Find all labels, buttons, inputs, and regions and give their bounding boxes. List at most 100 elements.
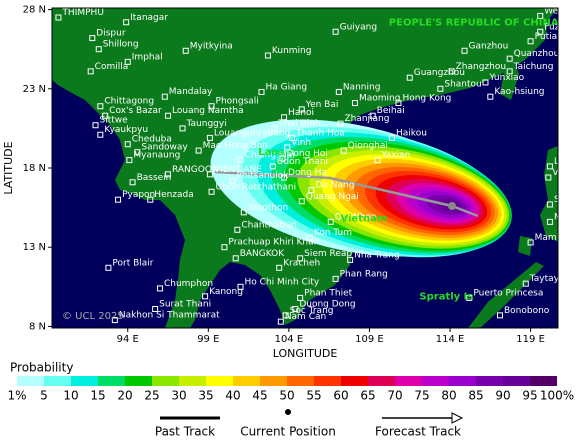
- place-marker: [292, 305, 299, 312]
- place-label: Sittwe: [100, 116, 129, 126]
- place-marker: [147, 196, 154, 203]
- place-marker: [448, 68, 455, 75]
- colorbar-label: 20: [117, 389, 132, 403]
- colorbar-label: 100%: [540, 389, 574, 403]
- colorbar-swatch: [422, 376, 449, 386]
- place-label: MANILA: [554, 212, 580, 222]
- place-marker: [332, 275, 339, 282]
- place-marker: [466, 294, 473, 301]
- place-marker: [124, 58, 131, 65]
- place-marker: [87, 68, 94, 75]
- place-marker: [89, 35, 96, 42]
- place-marker: [208, 103, 215, 110]
- colorbar-label: 85: [468, 389, 483, 403]
- place-label: Mae Hong Son: [203, 141, 268, 151]
- colorbar-label: 70: [387, 389, 402, 403]
- place-label: Qui Nhon: [335, 212, 377, 222]
- place-label: Myanaung: [133, 151, 180, 161]
- place-marker: [527, 38, 534, 45]
- place-label: Udon Thani: [277, 157, 328, 167]
- colorbar-label: 80: [441, 389, 456, 403]
- place-marker: [482, 79, 489, 86]
- colorbar-swatch: [98, 376, 125, 386]
- colorbar-swatch: [395, 376, 422, 386]
- place-label: Ho Chi Minh City: [245, 277, 320, 287]
- place-marker: [129, 179, 136, 186]
- place-label: Hong Kong: [402, 94, 451, 104]
- x-tick-label: 94 E: [117, 334, 139, 345]
- place-label: Chumphon: [164, 279, 213, 289]
- place-label: Hanoi: [288, 108, 314, 118]
- place-marker: [258, 88, 265, 95]
- forecast-arrow-head: [451, 412, 464, 424]
- place-marker: [195, 147, 202, 154]
- place-label: Nha Trang: [354, 250, 400, 260]
- colorbar: 1% 5 10 15 20 25 30 35 40 45 50 55 60 65 70 75 80 85 90 95 1…: [7, 376, 574, 403]
- x-tick-label: 109 E: [355, 334, 384, 345]
- place-label: Thai Binh: [277, 119, 320, 129]
- place-label: Yen Bai: [305, 100, 339, 110]
- place-label: Comilla: [95, 62, 129, 72]
- place-label: Phongsali: [216, 97, 259, 107]
- region-label: PEOPLE'S REPUBLIC OF CHINA: [389, 17, 559, 28]
- place-marker: [206, 134, 213, 141]
- place-marker: [123, 19, 130, 26]
- place-label: Sandoway: [141, 143, 188, 153]
- probability-overlay: [210, 119, 512, 258]
- place-label: Thanh Hoa: [295, 128, 345, 138]
- place-marker: [522, 280, 529, 287]
- place-label: Soc Trang: [290, 306, 334, 316]
- place-marker: [161, 93, 168, 100]
- place-marker: [395, 100, 402, 107]
- place-label: Henzada: [154, 190, 193, 200]
- copyright: © UCL 2025: [62, 311, 124, 322]
- region-label: Spratly Is: [419, 291, 473, 302]
- place-marker: [229, 177, 236, 184]
- places: THIMPHU Itanagar Guiyang Wenzhou DispurShill…: [55, 8, 580, 325]
- colorbar-swatch: [449, 376, 476, 386]
- place-marker: [55, 14, 62, 21]
- place-label: San Jose: [554, 195, 580, 205]
- place-label: Nanning: [343, 82, 381, 92]
- place-label: RANGOON: [172, 165, 219, 175]
- place-label: Louangphrabang: [214, 128, 290, 138]
- place-label: Surat Thani: [159, 299, 211, 309]
- place-label: Haikou: [396, 128, 427, 138]
- place-marker: [351, 100, 358, 107]
- place-marker: [327, 218, 334, 225]
- y-tick-label: 13 N: [23, 242, 46, 253]
- place-marker: [165, 112, 172, 119]
- place-label: Taunggyi: [186, 119, 227, 129]
- place-marker: [506, 68, 513, 75]
- colorbar-label: 60: [333, 389, 348, 403]
- place-label: Mamburao: [535, 233, 580, 243]
- y-tick-label: 18 N: [23, 163, 46, 174]
- place-label: Cox's Bazar: [109, 106, 162, 116]
- colorbar-swatch: [260, 376, 287, 386]
- place-label: Phitsanulok: [236, 171, 289, 181]
- place-marker: [487, 93, 494, 100]
- place-label: Yaxian: [381, 151, 411, 161]
- colorbar-swatch: [476, 376, 503, 386]
- place-label: Siem Reap: [304, 249, 352, 259]
- place-marker: [237, 283, 244, 290]
- colorbar-swatch: [179, 376, 206, 386]
- place-label: Laoag: [554, 157, 580, 167]
- place-label: Cheduba: [132, 135, 172, 145]
- place-marker: [437, 85, 444, 92]
- place-marker: [111, 317, 118, 324]
- place-marker: [95, 46, 102, 53]
- place-label: Dong Ha: [288, 168, 327, 178]
- colorbar-label: 75: [414, 389, 429, 403]
- place-marker: [537, 12, 544, 19]
- colorbar-label: 65: [360, 389, 375, 403]
- place-marker: [308, 187, 315, 194]
- x-tick-label: 99 E: [197, 334, 219, 345]
- colorbar-swatch: [341, 376, 368, 386]
- place-label: Fuzhou: [544, 22, 576, 32]
- place-label: Yunxiao: [488, 73, 524, 83]
- region-label: Laos: [258, 147, 284, 158]
- legend-item: Forecast Track: [375, 425, 461, 439]
- place-marker: [206, 171, 213, 178]
